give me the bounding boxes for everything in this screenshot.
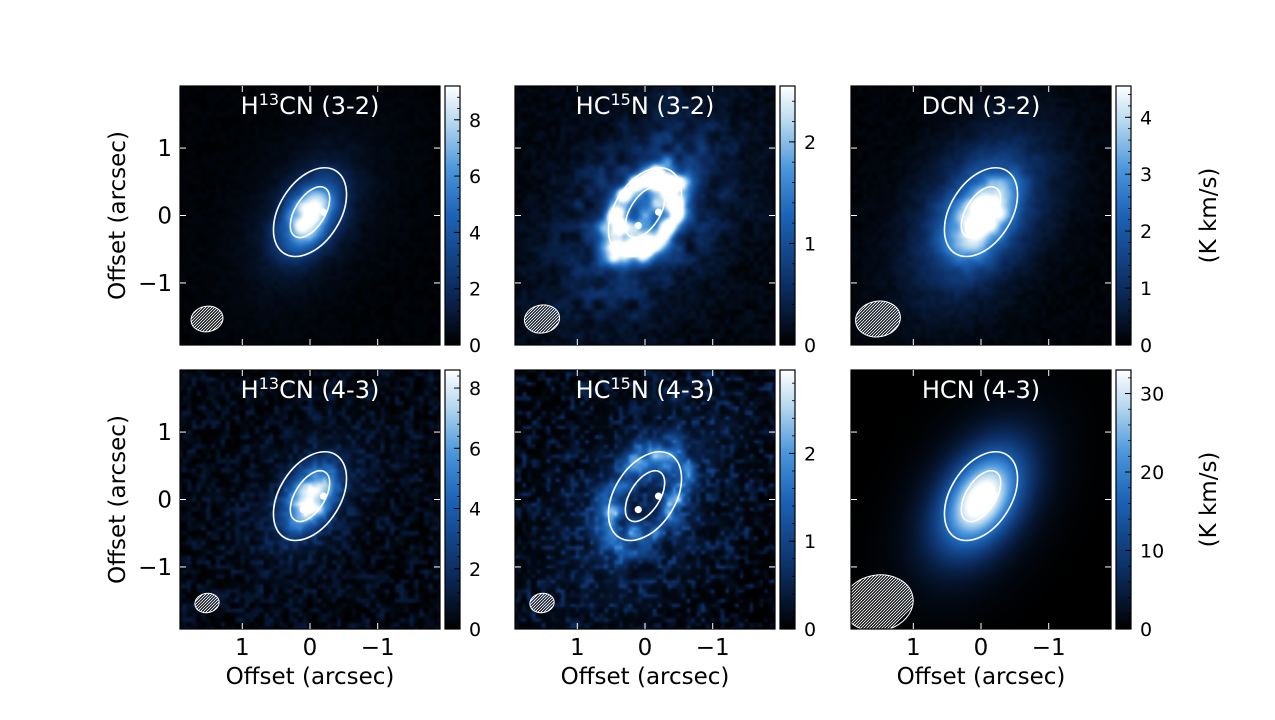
star-marker-2 bbox=[654, 492, 663, 500]
colorbar-tick-label: 10 bbox=[1140, 541, 1164, 563]
contour-2 bbox=[289, 469, 331, 523]
y-tick-label: 0 bbox=[157, 488, 172, 514]
colorbar-tick-label: 6 bbox=[469, 166, 481, 188]
x-axis-label: Offset (arcsec) bbox=[226, 664, 395, 690]
colorbar-tick-label: 0 bbox=[469, 335, 481, 357]
star-marker-2 bbox=[990, 492, 999, 500]
colorbar-tick-label: 4 bbox=[469, 499, 481, 521]
contour-1 bbox=[272, 166, 348, 258]
colorbar-tick-label: 0 bbox=[1140, 619, 1152, 641]
panel-title: HC15N (3-2) bbox=[576, 90, 715, 120]
contour-2 bbox=[960, 185, 1002, 239]
colorbar-tick-label: 8 bbox=[469, 378, 481, 400]
panel-title: DCN (3-2) bbox=[922, 92, 1041, 120]
y-tick-label: −1 bbox=[138, 555, 172, 581]
contour-2 bbox=[624, 185, 666, 239]
contour-1 bbox=[272, 450, 348, 542]
colorbar-tick-label: 0 bbox=[1140, 335, 1152, 357]
colorbar: 0 1 2 3 4 (K km/s) bbox=[1115, 85, 1222, 357]
colorbar: 0 1 2 bbox=[779, 369, 816, 641]
colorbar-tick-label: 6 bbox=[469, 438, 481, 460]
star-marker-1 bbox=[299, 506, 307, 514]
intensity-map bbox=[515, 370, 775, 629]
contour-2 bbox=[624, 469, 666, 523]
panel-title: HC15N (4-3) bbox=[576, 374, 715, 404]
colorbar-label: (K km/s) bbox=[1196, 168, 1222, 264]
colorbar-tick-label: 2 bbox=[469, 559, 481, 581]
contour-1 bbox=[943, 166, 1019, 258]
intensity-map bbox=[851, 86, 1111, 345]
contour-2 bbox=[960, 469, 1002, 523]
colorbar: 0 2 4 6 8 bbox=[444, 369, 481, 641]
x-tick-label: 1 bbox=[235, 635, 250, 661]
contour-1 bbox=[607, 166, 683, 258]
x-tick-label: 1 bbox=[906, 635, 921, 661]
star-marker-1 bbox=[299, 222, 307, 230]
star-marker-1 bbox=[634, 222, 642, 230]
panel-2: HC15N (3-2) 0 1 2 bbox=[514, 85, 816, 357]
panel-3: DCN (3-2) 0 1 2 3 4 (K km/s) bbox=[850, 85, 1222, 357]
panel-5: HC15N (4-3) 1 0 −1 Offset (arcsec) 0 1 2 bbox=[514, 369, 816, 690]
y-axis-label: Offset (arcsec) bbox=[105, 131, 131, 300]
colorbar-tick-label: 0 bbox=[469, 619, 481, 641]
panel-title: H13CN (4-3) bbox=[241, 374, 380, 404]
x-axis-label: Offset (arcsec) bbox=[561, 664, 730, 690]
intensity-map bbox=[515, 86, 775, 345]
intensity-map bbox=[180, 86, 440, 345]
x-tick-label: 0 bbox=[303, 635, 318, 661]
star-marker-2 bbox=[319, 208, 328, 216]
x-tick-label: 1 bbox=[570, 635, 585, 661]
colorbar-tick-label: 2 bbox=[804, 443, 816, 465]
colorbar-tick-label: 1 bbox=[804, 531, 816, 553]
y-axis-label: Offset (arcsec) bbox=[105, 415, 131, 584]
panel-title: HCN (4-3) bbox=[922, 376, 1040, 404]
x-tick-label: −1 bbox=[361, 635, 395, 661]
x-axis-label: Offset (arcsec) bbox=[897, 664, 1066, 690]
colorbar: 0 10 20 30 (K km/s) bbox=[1115, 369, 1222, 641]
colorbar-tick-label: 20 bbox=[1140, 462, 1164, 484]
colorbar-tick-label: 2 bbox=[469, 279, 481, 301]
star-marker-1 bbox=[634, 506, 642, 514]
contour-1 bbox=[943, 450, 1019, 542]
x-tick-label: −1 bbox=[696, 635, 730, 661]
x-tick-label: 0 bbox=[974, 635, 989, 661]
colorbar-tick-label: 0 bbox=[804, 335, 816, 357]
colorbar-tick-label: 4 bbox=[1140, 107, 1152, 129]
colorbar-tick-label: 1 bbox=[804, 233, 816, 255]
panel-4: H13CN (4-3) 1 0 −1 1 0 −1 Offset (arcsec) Offset… bbox=[105, 369, 481, 690]
y-tick-label: −1 bbox=[138, 271, 172, 297]
y-tick-label: 0 bbox=[157, 204, 172, 230]
x-tick-label: 0 bbox=[638, 635, 653, 661]
colorbar-tick-label: 30 bbox=[1140, 384, 1164, 406]
y-tick-label: 1 bbox=[157, 420, 172, 446]
star-marker-1 bbox=[970, 222, 978, 230]
contour-2 bbox=[289, 185, 331, 239]
contour-1 bbox=[607, 450, 683, 542]
y-tick-label: 1 bbox=[157, 136, 172, 162]
panel-title: H13CN (3-2) bbox=[241, 90, 380, 120]
colorbar-tick-label: 0 bbox=[804, 619, 816, 641]
intensity-map bbox=[180, 370, 440, 629]
star-marker-2 bbox=[319, 492, 328, 500]
star-marker-1 bbox=[970, 506, 978, 514]
colorbar-label: (K km/s) bbox=[1196, 452, 1222, 548]
star-marker-2 bbox=[990, 208, 999, 216]
x-tick-label: −1 bbox=[1032, 635, 1066, 661]
colorbar-tick-label: 3 bbox=[1140, 164, 1152, 186]
colorbar-tick-label: 2 bbox=[804, 132, 816, 154]
colorbar-tick-label: 1 bbox=[1140, 278, 1152, 300]
colorbar: 0 2 4 6 8 bbox=[444, 85, 481, 357]
colorbar-tick-label: 2 bbox=[1140, 221, 1152, 243]
star-marker-2 bbox=[654, 208, 663, 216]
panel-1: H13CN (3-2) 1 0 −1 Offset (arcsec) 0 2 4 6 8 bbox=[105, 85, 481, 357]
colorbar-tick-label: 4 bbox=[469, 222, 481, 244]
colorbar: 0 1 2 bbox=[779, 85, 816, 357]
colorbar-tick-label: 8 bbox=[469, 110, 481, 132]
